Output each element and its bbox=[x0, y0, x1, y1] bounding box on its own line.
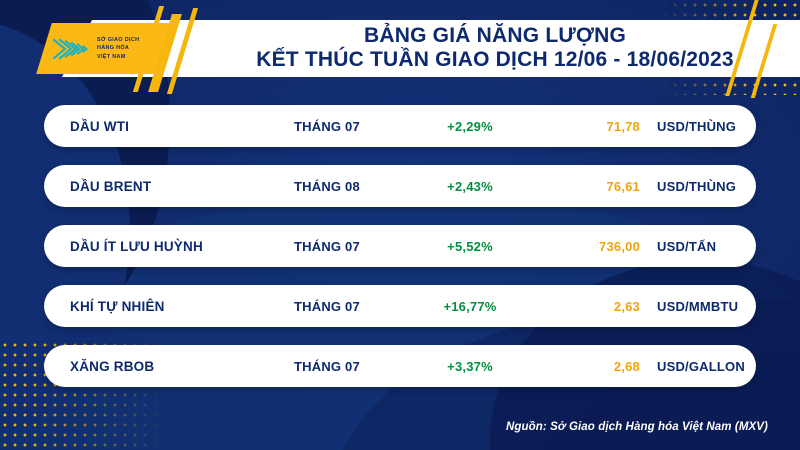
page-title: BẢNG GIÁ NĂNG LƯỢNG KẾT THÚC TUẦN GIAO D… bbox=[190, 16, 800, 80]
table-row: KHÍ TỰ NHIÊN THÁNG 07 +16,77% 2,63 USD/M… bbox=[44, 285, 756, 327]
price-value: 736,00 bbox=[599, 238, 640, 254]
commodity-name: DẦU WTI bbox=[70, 118, 130, 134]
logo-wordmark: SỞ GIAO DỊCH HÀNG HÓA VIỆT NAM bbox=[97, 36, 139, 60]
price-unit: USD/GALLON bbox=[657, 358, 745, 374]
logo-text-line-3: VIỆT NAM bbox=[97, 53, 126, 60]
price-change: +3,37% bbox=[447, 358, 493, 374]
contract-month: THÁNG 07 bbox=[294, 238, 360, 254]
table-row: DẦU WTI THÁNG 07 +2,29% 71,78 USD/THÙNG bbox=[44, 105, 756, 147]
commodity-name: DẦU ÍT LƯU HUỲNH bbox=[70, 238, 203, 254]
price-value: 71,78 bbox=[606, 118, 640, 134]
price-unit: USD/TẤN bbox=[657, 238, 717, 254]
price-unit: USD/THÙNG bbox=[657, 178, 737, 194]
contract-month: THÁNG 08 bbox=[294, 178, 360, 194]
commodity-name: XĂNG RBOB bbox=[70, 358, 155, 374]
title-primary: BẢNG GIÁ NĂNG LƯỢNG bbox=[364, 24, 626, 48]
commodity-name: DẦU BRENT bbox=[70, 178, 152, 194]
price-change: +2,29% bbox=[447, 118, 493, 134]
price-unit: USD/MMBTU bbox=[657, 298, 739, 314]
mxv-logo: SỞ GIAO DỊCH HÀNG HÓA VIỆT NAM bbox=[52, 26, 160, 71]
source-attribution: Nguồn: Sở Giao dịch Hàng hóa Việt Nam (M… bbox=[505, 421, 768, 433]
contract-month: THÁNG 07 bbox=[294, 298, 360, 314]
price-change: +5,52% bbox=[447, 238, 493, 254]
price-value: 2,68 bbox=[613, 358, 640, 374]
price-change: +2,43% bbox=[447, 178, 493, 194]
price-unit: USD/THÙNG bbox=[657, 118, 737, 134]
price-value: 76,61 bbox=[606, 178, 640, 194]
table-row: DẦU BRENT THÁNG 08 +2,43% 76,61 USD/THÙN… bbox=[44, 165, 756, 207]
title-secondary: KẾT THÚC TUẦN GIAO DỊCH 12/06 - 18/06/20… bbox=[256, 47, 734, 71]
commodity-name: KHÍ TỰ NHIÊN bbox=[70, 298, 165, 314]
logo-text-line-2: HÀNG HÓA bbox=[97, 45, 130, 52]
contract-month: THÁNG 07 bbox=[294, 358, 360, 374]
logo-text-line-1: SỞ GIAO DỊCH bbox=[97, 37, 140, 44]
table-row: DẦU ÍT LƯU HUỲNH THÁNG 07 +5,52% 736,00 … bbox=[44, 225, 756, 267]
contract-month: THÁNG 07 bbox=[294, 118, 360, 134]
mxv-chevron-wave-icon bbox=[52, 38, 89, 59]
price-value: 2,63 bbox=[613, 298, 640, 314]
price-table: DẦU WTI THÁNG 07 +2,29% 71,78 USD/THÙNG … bbox=[44, 105, 756, 405]
price-change: +16,77% bbox=[443, 298, 497, 314]
table-row: XĂNG RBOB THÁNG 07 +3,37% 2,68 USD/GALLO… bbox=[44, 345, 756, 387]
